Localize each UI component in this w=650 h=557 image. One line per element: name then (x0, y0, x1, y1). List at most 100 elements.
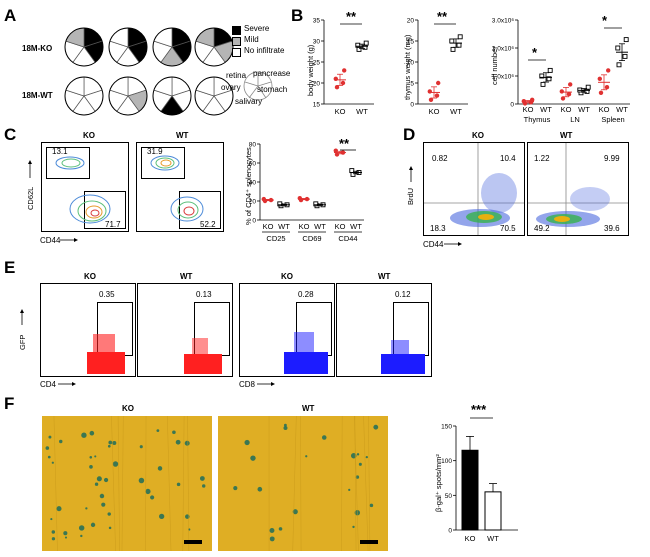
thymus-ytick-label-1: 5 (410, 81, 414, 88)
cells-point-2-3 (568, 82, 573, 87)
kodots-spot-15 (107, 444, 111, 448)
d-xaxis-label: CD44 (423, 240, 444, 249)
e-title-4: WT (378, 272, 391, 281)
c-chart-point-4-2 (333, 148, 338, 153)
kodots-spot-34 (47, 455, 51, 459)
f-chart-sig: *** (471, 402, 487, 417)
f-chart-ylabel: β-gal⁺ spots/mm² (434, 454, 443, 512)
c-chart-xlabel-0: KO (263, 222, 274, 231)
e-plot-2: 0.13 (137, 283, 233, 377)
cells-xlabel-0: KO (523, 105, 534, 114)
panel-label-a: A (4, 6, 17, 25)
wtdots-spot-3 (365, 456, 368, 459)
organ-salivary: salivary (235, 97, 263, 106)
f-xlabel-1: WT (487, 534, 499, 543)
thymus-ytick-label-3: 15 (407, 39, 415, 46)
row-label-wt: 18M-WT (22, 91, 53, 100)
kodots-spot-36 (63, 531, 68, 536)
kodots-spot-35 (85, 507, 88, 510)
e-plot-4: 0.12 (336, 283, 432, 377)
cells-point-4-0 (598, 90, 604, 96)
cells-point-2-0 (560, 96, 566, 101)
c-chart-marker-0: CD25 (266, 234, 285, 243)
kodots-spot-1 (108, 526, 112, 530)
c-chart-xlabel-1: WT (278, 222, 290, 231)
kodots-spot-28 (150, 495, 155, 500)
kodots-spot-20 (89, 455, 93, 459)
kodots-streak-3 (187, 416, 190, 551)
f-chart-ytick-label-3: 150 (441, 424, 452, 431)
pie-ko-0-outline (64, 27, 104, 67)
c-chart-point-4-0 (334, 152, 340, 157)
cells-xlabel-1: WT (540, 105, 552, 114)
kodots-streak-4 (111, 416, 116, 551)
body-point-1-2 (355, 42, 361, 48)
row-label-ko: 18M-KO (22, 44, 53, 53)
f-wt-title: WT (302, 404, 315, 413)
f-xlabel-0: KO (465, 534, 476, 543)
thymus-ytick-label-0: 0 (410, 102, 414, 109)
kodots-streak-2 (145, 416, 147, 551)
c-chart-xlabel-2: KO (299, 222, 310, 231)
kodots-spot-19 (138, 477, 145, 484)
kodots-spot-32 (172, 430, 176, 435)
d-ko-q3: 18.3 (430, 224, 446, 233)
body-point-0-0 (334, 85, 340, 90)
e-title-1: KO (84, 272, 96, 281)
kodots-spot-18 (185, 514, 190, 519)
body-point-0-3 (342, 68, 347, 73)
cells-point-5-1 (622, 53, 628, 59)
pie-ko-1-outline (108, 27, 148, 67)
wtdots-spot-8 (355, 475, 360, 479)
d-wt-q3: 49.2 (534, 224, 550, 233)
kodots-spot-8 (112, 440, 117, 445)
c-ko-q2: 71.7 (105, 220, 121, 229)
c-chart-ytick-label-4: 80 (249, 142, 257, 149)
wtdots-streak-1 (368, 416, 371, 551)
thymus-point-1-3 (457, 34, 463, 40)
c-chart-xlabel-3: WT (314, 222, 326, 231)
thymus-ytick-label-4: 20 (407, 18, 415, 25)
kodots-spot-33 (45, 446, 50, 450)
kodots-spot-31 (199, 476, 205, 481)
wtdots-spot-19 (269, 536, 275, 542)
kodots-spot-9 (101, 502, 106, 507)
kodots-spot-27 (80, 534, 83, 538)
panel-label-e: E (4, 258, 16, 277)
wtdots-spot-14 (233, 486, 238, 491)
f-chart-ytick-label-1: 50 (445, 493, 453, 500)
f-ko-title: KO (122, 404, 134, 413)
pie-wt-3-outline (194, 76, 234, 116)
c-wt-title: WT (176, 131, 189, 140)
body-ytick-label-3: 30 (313, 39, 321, 46)
kodots-spot-7 (184, 440, 190, 446)
c-chart-xlabel-5: WT (350, 222, 362, 231)
cells-point-2-1 (566, 92, 572, 97)
kodots-spot-38 (112, 461, 119, 467)
wtdots-spot-10 (244, 439, 250, 446)
kodots-streak-5 (182, 416, 185, 551)
cells-point-5-3 (623, 37, 629, 43)
wtdots-spot-6 (250, 455, 256, 461)
kodots-spot-39 (157, 466, 163, 471)
wtdots-spot-1 (269, 528, 275, 533)
c-chart-sig: ** (339, 136, 350, 151)
kodots-spot-3 (81, 432, 87, 438)
kodots-spot-2 (103, 477, 109, 483)
body-xlabel-ko: KO (335, 107, 346, 116)
c-ko-title: KO (83, 131, 95, 140)
kodots-spot-41 (139, 445, 143, 449)
cells-xlabel-4: KO (599, 105, 610, 114)
body-point-0-1 (340, 80, 346, 86)
kodots-spot-29 (175, 439, 181, 445)
cells-point-1-3 (547, 67, 553, 73)
wtdots-spot-2 (305, 455, 308, 458)
body-ytick-label-0: 15 (313, 102, 321, 109)
kodots-streak-1 (53, 416, 58, 551)
cells-point-5-0 (616, 62, 622, 68)
body-xlabel-wt: WT (356, 107, 368, 116)
